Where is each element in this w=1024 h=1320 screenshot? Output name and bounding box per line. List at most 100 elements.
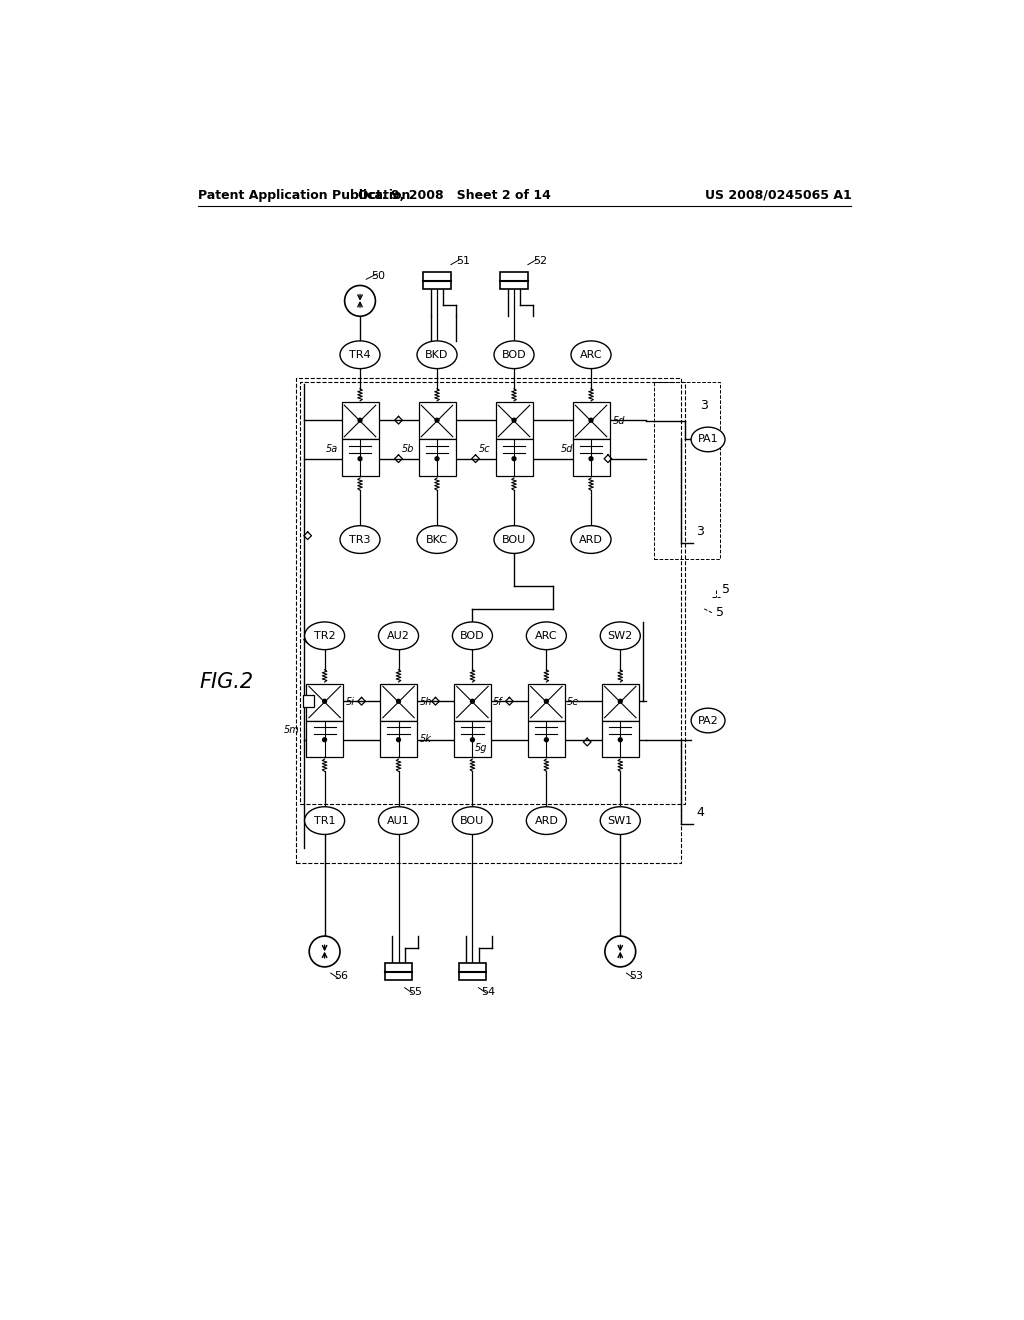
Circle shape xyxy=(605,936,636,966)
Circle shape xyxy=(309,936,340,966)
Text: 56: 56 xyxy=(334,972,348,981)
Ellipse shape xyxy=(526,807,566,834)
Ellipse shape xyxy=(571,525,611,553)
Text: AU2: AU2 xyxy=(387,631,410,640)
Text: Oct. 9, 2008   Sheet 2 of 14: Oct. 9, 2008 Sheet 2 of 14 xyxy=(357,189,550,202)
Bar xyxy=(296,378,681,863)
Ellipse shape xyxy=(494,341,535,368)
Bar xyxy=(654,381,720,558)
Text: BKC: BKC xyxy=(426,535,449,545)
Bar xyxy=(602,684,639,721)
Circle shape xyxy=(470,738,474,742)
Text: SW2: SW2 xyxy=(607,631,633,640)
Ellipse shape xyxy=(691,708,725,733)
Bar xyxy=(496,440,532,477)
Text: 5d: 5d xyxy=(612,416,625,426)
Text: 50: 50 xyxy=(372,271,386,281)
Ellipse shape xyxy=(379,807,419,834)
Bar xyxy=(306,684,343,721)
Circle shape xyxy=(435,418,439,422)
Text: BKD: BKD xyxy=(425,350,449,360)
Bar xyxy=(380,721,417,758)
Ellipse shape xyxy=(571,341,611,368)
Text: TR2: TR2 xyxy=(313,631,336,640)
Text: 5c: 5c xyxy=(479,444,490,454)
Ellipse shape xyxy=(340,525,380,553)
Text: 5i: 5i xyxy=(345,697,354,708)
Text: Patent Application Publication: Patent Application Publication xyxy=(199,189,411,202)
Text: 5: 5 xyxy=(722,583,730,597)
Circle shape xyxy=(396,700,400,704)
Text: 5m: 5m xyxy=(285,725,300,735)
Circle shape xyxy=(323,738,327,742)
Circle shape xyxy=(323,700,327,704)
Text: TR1: TR1 xyxy=(313,816,335,825)
Bar xyxy=(496,403,532,440)
Ellipse shape xyxy=(417,341,457,368)
Circle shape xyxy=(589,418,593,422)
Text: 5h: 5h xyxy=(419,697,432,708)
Text: 5e: 5e xyxy=(567,697,580,708)
Circle shape xyxy=(358,457,361,461)
Text: ARC: ARC xyxy=(580,350,602,360)
Text: TR3: TR3 xyxy=(349,535,371,545)
Text: BOD: BOD xyxy=(502,350,526,360)
Text: SW1: SW1 xyxy=(607,816,633,825)
Bar xyxy=(500,272,528,289)
Text: AU1: AU1 xyxy=(387,816,410,825)
Circle shape xyxy=(589,457,593,461)
Circle shape xyxy=(435,457,439,461)
Text: PA1: PA1 xyxy=(697,434,719,445)
Circle shape xyxy=(512,457,516,461)
Bar xyxy=(306,721,343,758)
Bar xyxy=(419,440,456,477)
Text: US 2008/0245065 A1: US 2008/0245065 A1 xyxy=(705,189,851,202)
Text: PA2: PA2 xyxy=(697,715,719,726)
Text: 3: 3 xyxy=(696,525,705,539)
Bar xyxy=(380,684,417,721)
Bar xyxy=(602,721,639,758)
Text: 5d: 5d xyxy=(561,444,573,454)
Bar xyxy=(385,964,413,979)
Circle shape xyxy=(345,285,376,317)
Circle shape xyxy=(358,418,361,422)
Ellipse shape xyxy=(691,428,725,451)
Text: 51: 51 xyxy=(457,256,470,265)
Ellipse shape xyxy=(379,622,419,649)
Ellipse shape xyxy=(453,622,493,649)
Circle shape xyxy=(470,700,474,704)
Ellipse shape xyxy=(304,807,345,834)
Ellipse shape xyxy=(494,525,535,553)
Ellipse shape xyxy=(453,807,493,834)
Text: ARC: ARC xyxy=(536,631,558,640)
Text: 5a: 5a xyxy=(327,444,339,454)
Ellipse shape xyxy=(304,622,345,649)
Bar xyxy=(572,440,609,477)
Ellipse shape xyxy=(600,807,640,834)
Circle shape xyxy=(512,418,516,422)
Bar xyxy=(454,721,490,758)
Ellipse shape xyxy=(417,525,457,553)
Text: 3: 3 xyxy=(700,399,709,412)
Bar xyxy=(423,272,451,289)
Text: 4: 4 xyxy=(696,807,705,820)
Bar xyxy=(419,403,456,440)
Bar xyxy=(342,440,379,477)
Ellipse shape xyxy=(600,622,640,649)
Text: 5g: 5g xyxy=(475,743,487,754)
Text: BOU: BOU xyxy=(461,816,484,825)
Bar xyxy=(459,964,486,979)
Circle shape xyxy=(545,700,548,704)
Circle shape xyxy=(396,738,400,742)
Text: 5k: 5k xyxy=(419,734,431,744)
Text: FIG.2: FIG.2 xyxy=(200,672,254,692)
Text: 53: 53 xyxy=(630,972,643,981)
Circle shape xyxy=(545,738,548,742)
Bar xyxy=(454,684,490,721)
Ellipse shape xyxy=(340,341,380,368)
Circle shape xyxy=(618,700,623,704)
Text: 55: 55 xyxy=(408,986,422,997)
Bar xyxy=(528,721,565,758)
Text: ARD: ARD xyxy=(535,816,558,825)
Ellipse shape xyxy=(526,622,566,649)
